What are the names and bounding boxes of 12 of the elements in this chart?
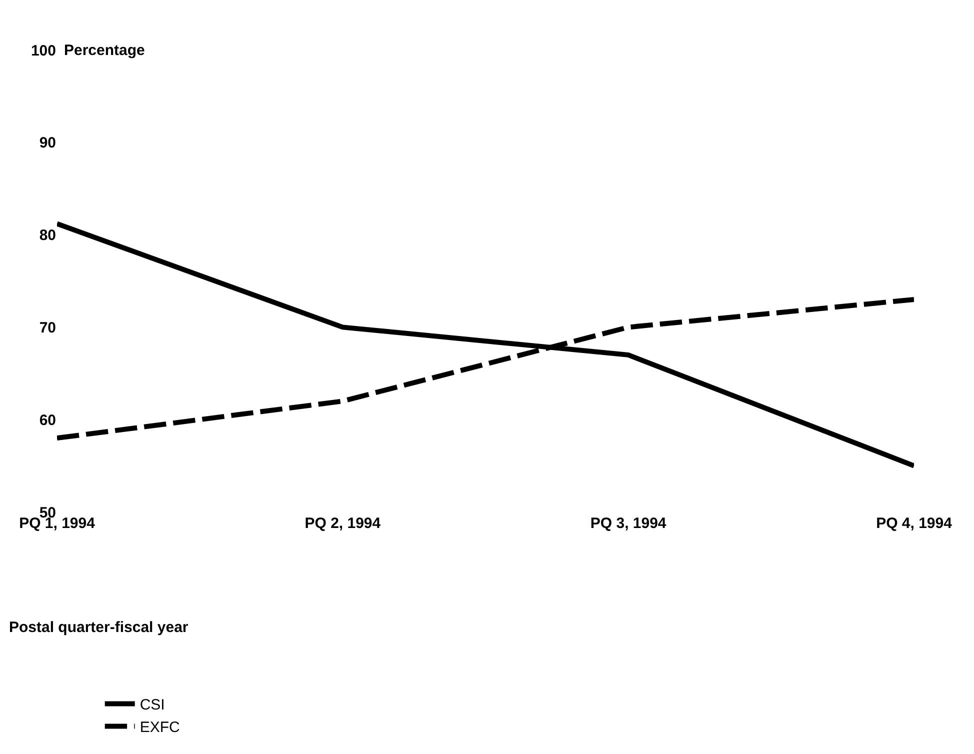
text: Postal quarter-fiscal year	[9, 619, 188, 636]
y-axis-title: Percentage	[64, 42, 145, 59]
x-tick-label: PQ 4, 1994	[876, 515, 953, 532]
y-tick-label: 60	[39, 412, 56, 429]
legend-label: EXFC	[140, 719, 180, 736]
x-tick-label: PQ 3, 1994	[590, 515, 667, 532]
x-tick-label: PQ 2, 1994	[304, 515, 382, 532]
y-tick-label: 70	[39, 319, 56, 336]
y-tick-label: 90	[39, 134, 56, 152]
y-tick-label: 80	[39, 227, 56, 244]
y-tick-label: 100	[30, 42, 56, 60]
legend-label: CSI	[140, 696, 165, 714]
